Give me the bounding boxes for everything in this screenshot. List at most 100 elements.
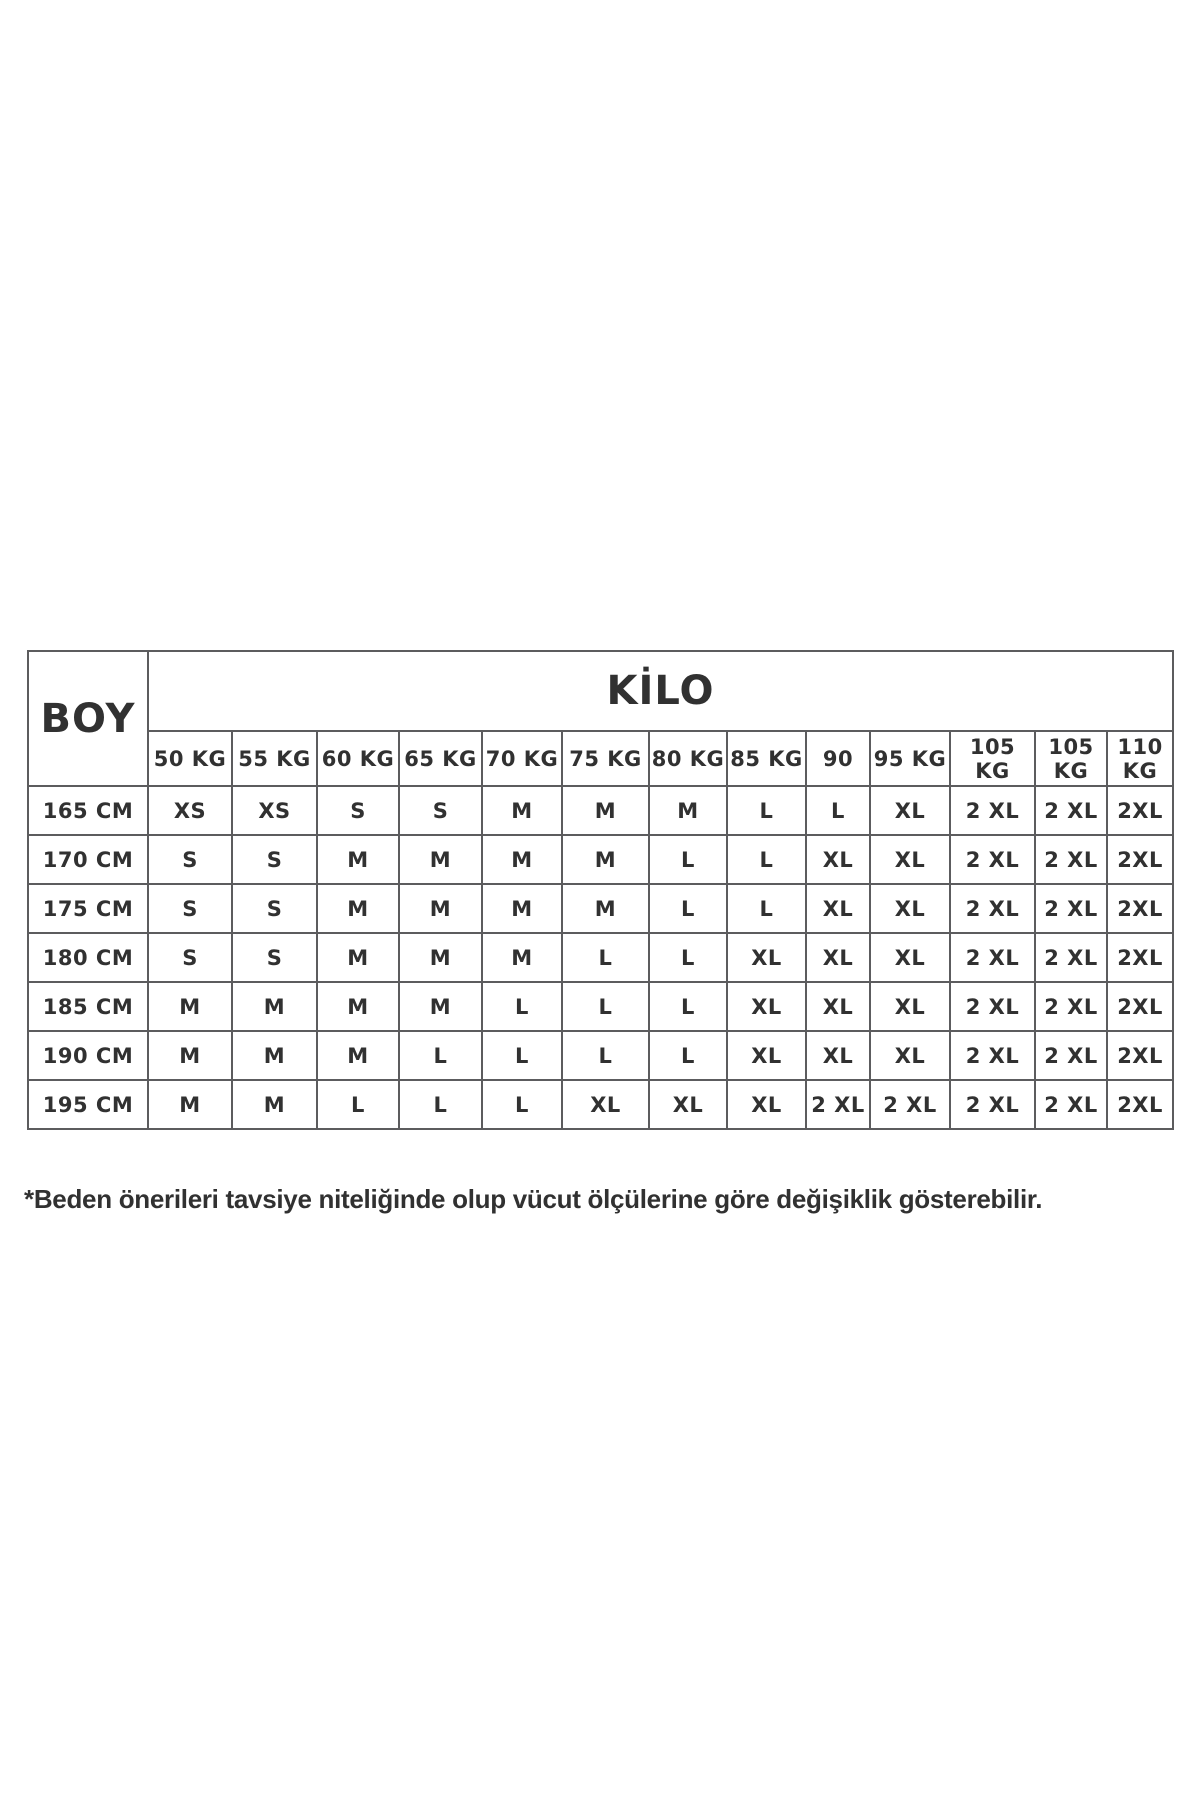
height-row-header: 190 CM — [27, 1030, 149, 1081]
weight-column-header: 105 KG — [1034, 730, 1108, 787]
size-cell: 2 XL — [1034, 981, 1108, 1032]
size-chart-table: BOY KİLO 50 KG 55 KG 60 KG 65 KG 70 KG 75 KG 8… — [27, 650, 1175, 1130]
group-header-row: BOY KİLO — [27, 650, 1175, 787]
size-cell: XL — [726, 1030, 807, 1081]
size-cell: M — [316, 883, 400, 934]
height-row-header: 175 CM — [27, 883, 149, 934]
size-cell: M — [398, 932, 483, 983]
size-cell: M — [316, 981, 400, 1032]
weight-column-header: 50 KG — [147, 730, 233, 787]
size-chart-body: 165 CM XS XS S S M M M L L XL 2 XL 2 XL 2XL 170 CM S S M M… — [27, 785, 1175, 1130]
weight-column-header: 65 KG — [398, 730, 483, 787]
size-cell: S — [147, 932, 233, 983]
size-cell: M — [231, 1079, 318, 1130]
size-cell: 2XL — [1105, 1079, 1175, 1130]
weight-column-header: 95 KG — [869, 730, 951, 787]
size-cell: M — [231, 1030, 318, 1081]
size-cell: 2XL — [1105, 1030, 1175, 1081]
size-cell: 2 XL — [1034, 883, 1108, 934]
size-cell: XL — [726, 932, 807, 983]
size-cell: XL — [805, 932, 871, 983]
size-cell: L — [648, 932, 728, 983]
size-cell: M — [316, 932, 400, 983]
size-cell: M — [561, 883, 650, 934]
height-axis-header: BOY — [27, 650, 149, 787]
size-cell: XL — [805, 1030, 871, 1081]
size-cell: 2 XL — [949, 834, 1036, 885]
size-cell: M — [147, 981, 233, 1032]
size-cell: 2XL — [1105, 981, 1175, 1032]
size-cell: M — [398, 981, 483, 1032]
size-cell: L — [726, 883, 807, 934]
size-cell: L — [561, 981, 650, 1032]
size-cell: S — [231, 883, 318, 934]
size-cell: 2 XL — [949, 1030, 1036, 1081]
size-cell: L — [648, 981, 728, 1032]
table-row: 165 CM XS XS S S M M M L L XL 2 XL 2 XL 2XL — [27, 785, 1175, 836]
size-cell: L — [561, 932, 650, 983]
size-cell: L — [561, 1030, 650, 1081]
size-cell: 2XL — [1105, 932, 1175, 983]
size-cell: L — [726, 834, 807, 885]
size-cell: M — [648, 785, 728, 836]
size-cell: XL — [869, 834, 951, 885]
weight-column-header: 60 KG — [316, 730, 400, 787]
table-row: 190 CM M M M L L L L XL XL XL 2 XL 2 XL 2XL — [27, 1030, 1175, 1081]
weight-column-header: 80 KG — [648, 730, 728, 787]
size-cell: M — [231, 981, 318, 1032]
table-row: 175 CM S S M M M M L L XL XL 2 XL 2 XL 2XL — [27, 883, 1175, 934]
weight-header-row: 50 KG 55 KG 60 KG 65 KG 70 KG 75 KG 80 KG 85 KG… — [28, 730, 1175, 787]
size-chart: BOY KİLO 50 KG 55 KG 60 KG 65 KG 70 KG 75 KG 8… — [27, 650, 1175, 1130]
table-row: 195 CM M M L L L XL XL XL 2 XL 2 XL 2 XL 2 XL 2XL — [27, 1079, 1175, 1130]
weight-axis-header: KİLO — [146, 650, 1175, 732]
size-cell: 2 XL — [949, 1079, 1036, 1130]
size-cell: XL — [869, 883, 951, 934]
size-cell: 2 XL — [1034, 785, 1108, 836]
size-cell: XL — [869, 785, 951, 836]
size-cell: L — [648, 834, 728, 885]
size-cell: 2 XL — [1034, 1079, 1108, 1130]
size-cell: L — [398, 1030, 483, 1081]
size-cell: S — [231, 932, 318, 983]
size-cell: XL — [869, 932, 951, 983]
size-cell: 2 XL — [949, 883, 1036, 934]
size-cell: M — [398, 883, 483, 934]
size-cell: M — [147, 1030, 233, 1081]
size-cell: 2XL — [1105, 785, 1175, 836]
size-cell: 2 XL — [949, 785, 1036, 836]
size-cell: 2 XL — [1034, 932, 1108, 983]
size-cell: L — [481, 1079, 563, 1130]
size-cell: M — [561, 785, 650, 836]
height-row-header: 180 CM — [27, 932, 149, 983]
weight-column-header: 75 KG — [561, 730, 650, 787]
size-cell: L — [481, 981, 563, 1032]
size-cell: M — [481, 883, 563, 934]
size-cell: M — [316, 834, 400, 885]
size-cell: M — [147, 1079, 233, 1130]
table-row: 185 CM M M M M L L L XL XL XL 2 XL 2 XL 2XL — [27, 981, 1175, 1032]
size-cell: 2XL — [1105, 883, 1175, 934]
size-cell: S — [147, 883, 233, 934]
size-cell: 2 XL — [869, 1079, 951, 1130]
disclaimer-text: *Beden önerileri tavsiye niteliğinde olu… — [24, 1184, 1043, 1214]
size-cell: XL — [869, 981, 951, 1032]
size-cell: 2 XL — [949, 932, 1036, 983]
size-cell: XS — [231, 785, 318, 836]
weight-column-header: 110 KG — [1105, 730, 1175, 787]
table-row: 170 CM S S M M M M L L XL XL 2 XL 2 XL 2XL — [27, 834, 1175, 885]
size-cell: L — [481, 1030, 563, 1081]
size-cell: M — [481, 785, 563, 836]
size-cell: 2 XL — [805, 1079, 871, 1130]
size-cell: M — [316, 1030, 400, 1081]
size-cell: 2 XL — [949, 981, 1036, 1032]
height-row-header: 195 CM — [27, 1079, 149, 1130]
size-cell: XS — [147, 785, 233, 836]
size-cell: 2XL — [1105, 834, 1175, 885]
size-cell: M — [481, 834, 563, 885]
size-cell: XL — [648, 1079, 728, 1130]
size-cell: S — [231, 834, 318, 885]
size-cell: L — [726, 785, 807, 836]
size-cell: XL — [805, 981, 871, 1032]
height-row-header: 170 CM — [27, 834, 149, 885]
size-cell: S — [316, 785, 400, 836]
